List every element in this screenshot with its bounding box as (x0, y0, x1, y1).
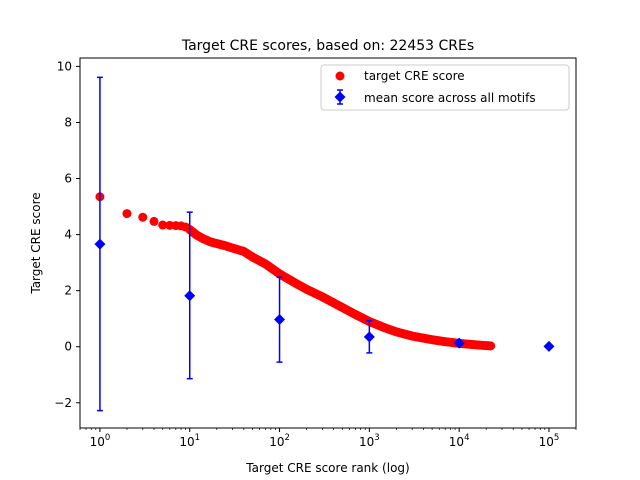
legend-marker-target-cre-score (335, 71, 345, 81)
x-tick-base: 10 (179, 435, 194, 449)
x-tick-base: 10 (90, 435, 105, 449)
y-axis: −2 0 2 4 6 8 10 (54, 59, 80, 410)
x-tick-exponent: 4 (464, 433, 469, 443)
legend-label-mean-score: mean score across all motifs (364, 91, 536, 105)
legend-label-target-cre-score: target CRE score (364, 69, 465, 83)
y-tick-label: 10 (57, 59, 72, 73)
x-tick-exponent: 0 (105, 433, 110, 443)
legend-box (320, 64, 570, 111)
data-point-mean-score (363, 331, 375, 343)
legend-marker-mean-score (334, 91, 346, 103)
x-axis: 100 101 102 103 104 105 (79, 428, 577, 449)
y-tick-label: 2 (64, 284, 72, 298)
axes-frame (79, 57, 577, 429)
x-tick-base: 10 (449, 435, 464, 449)
y-tick-label: 8 (64, 115, 72, 129)
data-point-mean-score (274, 314, 286, 326)
data-point-target-cre-score (158, 220, 168, 230)
y-tick-label: 6 (64, 172, 72, 186)
x-tick-base: 10 (269, 435, 284, 449)
x-tick-base: 10 (359, 435, 374, 449)
x-axis-label: Target CRE score rank (log) (245, 461, 409, 475)
x-tick-label: 101 (179, 433, 200, 449)
data-point-mean-score (184, 290, 196, 302)
data-point-mean-score (453, 337, 465, 349)
y-tick-label: 0 (64, 340, 72, 354)
y-axis-label: Target CRE score (29, 192, 43, 294)
data-point-target-cre-score (122, 209, 132, 219)
series-target-cre-score (95, 192, 496, 351)
x-tick-exponent: 1 (195, 433, 200, 443)
y-tick-label: 4 (64, 228, 72, 242)
chart-title: Target CRE scores, based on: 22453 CREs (181, 38, 474, 54)
data-point-mean-score (543, 340, 555, 352)
series-mean-score (94, 76, 555, 412)
x-tick-label: 103 (359, 433, 380, 449)
x-tick-exponent: 5 (554, 433, 559, 443)
legend: target CRE score mean score across all m… (320, 64, 570, 111)
x-tick-label: 104 (449, 433, 470, 449)
x-tick-exponent: 3 (374, 433, 379, 443)
plot-area (94, 76, 555, 412)
y-tick-label: −2 (54, 396, 72, 410)
x-tick-label: 100 (90, 433, 111, 449)
x-tick-label: 105 (539, 433, 560, 449)
data-point-target-cre-score (486, 341, 496, 351)
data-point-target-cre-score (149, 216, 159, 226)
x-tick-exponent: 2 (284, 433, 289, 443)
data-point-target-cre-score (138, 212, 148, 222)
x-tick-label: 102 (269, 433, 290, 449)
data-point-mean-score (94, 238, 106, 250)
x-tick-base: 10 (539, 435, 554, 449)
